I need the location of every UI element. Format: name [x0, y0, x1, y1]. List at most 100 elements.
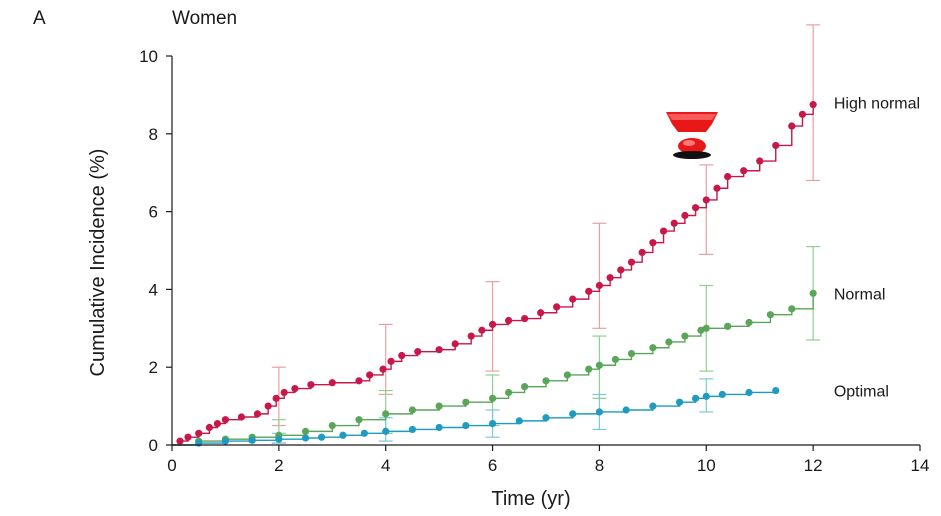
- normal-data-point: [702, 324, 710, 332]
- x-tick-label: 12: [804, 456, 823, 475]
- high-normal-data-point: [788, 122, 796, 130]
- optimal-data-point: [702, 392, 710, 400]
- normal-data-point: [809, 289, 817, 297]
- x-tick-label: 6: [488, 456, 497, 475]
- y-tick-label: 4: [149, 280, 158, 299]
- y-tick-label: 2: [149, 358, 158, 377]
- normal-data-point: [563, 371, 571, 379]
- normal-data-point: [724, 322, 732, 330]
- optimal-series-label: Optimal: [834, 384, 889, 401]
- x-axis-ticks: 0 2 4 6 8 10 12 14: [167, 445, 929, 475]
- high-normal-data-point: [366, 371, 374, 379]
- high-normal-data-point: [702, 196, 710, 204]
- normal-data-point: [665, 338, 673, 346]
- normal-data-point: [408, 406, 417, 414]
- normal-data-point: [611, 355, 620, 364]
- high-normal-data-point: [638, 248, 646, 257]
- normal-data-point: [505, 388, 513, 397]
- x-axis-title: Time (yr): [491, 488, 570, 510]
- optimal-data-point: [408, 425, 417, 434]
- high-normal-data-point: [307, 381, 315, 389]
- normal-data-point: [585, 365, 593, 373]
- high-normal-data-point: [798, 110, 807, 118]
- high-normal-data-point: [505, 316, 513, 325]
- series-points-layer: [176, 101, 817, 447]
- normal-data-point: [328, 421, 336, 430]
- y-axis-title: Cumulative Incidence (%): [87, 149, 109, 377]
- optimal-data-point: [248, 436, 256, 444]
- optimal-data-point: [675, 398, 684, 406]
- normal-data-point: [681, 332, 689, 340]
- normal-data-point: [521, 383, 529, 391]
- high-normal-data-point: [627, 258, 636, 266]
- chart-title: Women: [172, 8, 237, 29]
- optimal-data-point: [745, 388, 753, 397]
- high-normal-data-point: [756, 157, 764, 165]
- high-normal-data-point: [435, 346, 443, 354]
- optimal-data-point: [435, 423, 443, 432]
- normal-data-point: [435, 402, 443, 410]
- normal-data-point: [627, 349, 636, 358]
- optimal-data-point: [622, 406, 630, 414]
- high-normal-data-point: [606, 274, 614, 282]
- high-normal-data-point: [553, 303, 561, 311]
- y-tick-label: 10: [139, 47, 158, 66]
- optimal-data-point: [595, 408, 604, 416]
- high-normal-data-point: [772, 141, 780, 150]
- high-normal-data-point: [724, 172, 732, 181]
- series-labels: High normal Normal Optimal: [834, 96, 920, 401]
- normal-data-point: [301, 427, 310, 435]
- y-tick-label: 6: [149, 203, 158, 222]
- high-normal-data-point: [328, 379, 336, 387]
- high-normal-data-point: [264, 402, 272, 410]
- high-normal-data-point: [221, 416, 230, 424]
- optimal-data-point: [339, 431, 347, 439]
- normal-data-point: [462, 398, 470, 406]
- optimal-data-point: [542, 414, 550, 422]
- high-normal-data-point: [585, 287, 593, 295]
- high-normal-data-point: [253, 410, 262, 418]
- y-tick-label: 8: [149, 125, 158, 144]
- normal-data-point: [355, 416, 363, 424]
- x-tick-label: 0: [167, 456, 176, 475]
- high-normal-data-point: [467, 332, 475, 340]
- x-tick-label: 14: [911, 456, 930, 475]
- high-normal-data-point: [713, 184, 721, 192]
- optimal-data-point: [569, 410, 577, 418]
- optimal-data-point: [718, 390, 726, 399]
- high-normal-data-point: [387, 357, 395, 365]
- high-normal-data-point: [237, 413, 246, 421]
- optimal-data-point: [221, 437, 230, 445]
- high-normal-data-point: [451, 340, 459, 348]
- optimal-data-point: [382, 427, 390, 435]
- optimal-data-point: [301, 434, 310, 442]
- x-tick-label: 2: [274, 456, 283, 475]
- high-normal-data-point: [681, 211, 689, 220]
- y-tick-label: 0: [149, 436, 158, 455]
- normal-data-point: [649, 344, 657, 352]
- normal-data-point: [488, 394, 497, 402]
- high-normal-data-point: [478, 326, 486, 334]
- panel-letter: A: [33, 8, 46, 29]
- high-normal-data-point: [414, 348, 422, 356]
- high-normal-data-point: [569, 295, 577, 303]
- high-normal-data-point: [184, 433, 192, 441]
- normal-data-point: [745, 318, 753, 327]
- high-normal-data-point: [379, 365, 387, 373]
- high-normal-data-point: [280, 388, 288, 397]
- normal-data-point: [542, 377, 550, 385]
- normal-data-point: [382, 410, 390, 418]
- high-normal-data-point: [617, 266, 625, 274]
- high-normal-data-point: [213, 420, 222, 428]
- optimal-data-point: [649, 402, 657, 410]
- x-tick-label: 8: [595, 456, 604, 475]
- optimal-data-point: [488, 420, 497, 428]
- optimal-data-point: [515, 417, 523, 425]
- high-normal-data-point: [398, 351, 406, 360]
- high-normal-data-point: [291, 384, 299, 393]
- high-normal-data-point: [272, 394, 280, 402]
- high-normal-series-label: High normal: [834, 96, 920, 113]
- high-normal-data-point: [521, 314, 529, 323]
- high-normal-data-point: [195, 429, 203, 437]
